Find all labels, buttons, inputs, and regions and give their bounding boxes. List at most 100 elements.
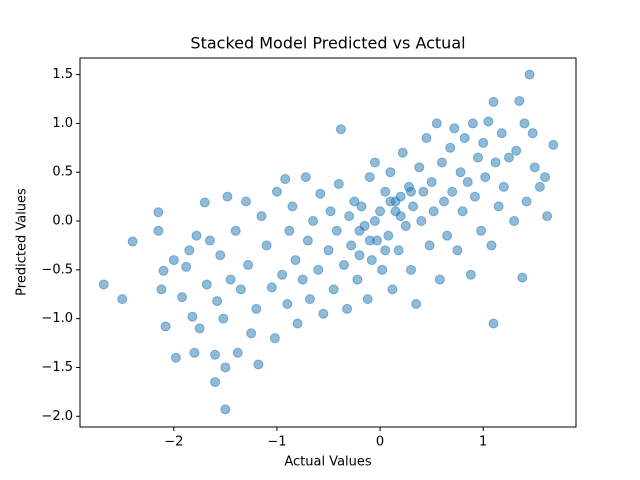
y-axis-label: Predicted Values [15,188,30,296]
x-tick-label: 1 [479,435,487,450]
point [287,201,298,212]
point [469,191,480,202]
point [297,274,308,285]
point [220,362,231,373]
plot-area [98,69,559,415]
point [356,201,367,212]
point [385,196,396,207]
point [521,196,532,207]
point [284,225,295,236]
point [98,279,109,290]
point [256,211,267,222]
point [335,124,346,135]
point [222,191,233,202]
point [241,196,252,207]
point [362,294,373,305]
point [246,328,257,339]
point [395,191,406,202]
point [215,250,226,261]
point [230,225,241,236]
point [290,255,301,266]
point [503,152,514,163]
point [442,230,453,241]
point [527,128,538,139]
point [366,255,377,266]
point [158,265,169,276]
point [387,284,398,295]
point [199,197,210,208]
point [424,240,435,251]
point [354,225,365,236]
x-tick-label: 0 [376,435,384,450]
point [445,142,456,153]
point [369,157,380,168]
point [313,264,324,275]
point [540,172,551,183]
point [524,69,535,80]
point [204,235,215,246]
point [117,294,128,305]
point [542,211,553,222]
point [218,313,229,324]
point [187,311,198,322]
point [277,269,288,280]
point [406,186,417,197]
point [514,95,525,106]
point [428,206,439,217]
point [462,176,473,187]
point [280,174,291,185]
y-tick-label: −1.0 [41,311,73,326]
point [346,240,357,251]
point [251,303,262,314]
point [459,133,470,144]
point [364,172,375,183]
point [302,235,313,246]
point [476,225,487,236]
point [344,211,355,222]
point [338,259,349,270]
y-tick-label: −2.0 [41,409,73,424]
point [375,206,386,217]
y-tick-label: 1.0 [52,116,73,131]
y-tick-label: 0.5 [52,165,73,180]
point [235,284,246,295]
y-tick-label: −0.5 [41,262,73,277]
point [498,181,509,192]
point [511,145,522,156]
x-tick-label: −2 [164,435,183,450]
point [328,284,339,295]
point [406,264,417,275]
point [191,230,202,241]
point [349,196,360,207]
point [377,264,388,275]
point [352,274,363,285]
point [189,347,200,358]
point [292,318,303,329]
point [184,245,195,256]
point [318,308,329,319]
point [534,181,545,192]
point [266,282,277,293]
point [331,225,342,236]
point [496,128,507,139]
axes-frame [79,57,577,428]
point [220,404,231,415]
point [333,178,344,189]
point [473,152,484,163]
point [380,245,391,256]
point [212,296,223,307]
point [467,118,478,129]
point [160,321,171,332]
point [411,299,422,309]
point [170,352,181,363]
point [426,176,437,187]
point [194,323,205,334]
y-tick-label: 1.5 [52,67,73,82]
point [253,359,264,370]
point [488,96,499,107]
y-tick-label: 0.0 [52,214,73,229]
point [210,349,221,360]
point [548,139,559,150]
point [168,255,179,266]
point [342,303,353,314]
